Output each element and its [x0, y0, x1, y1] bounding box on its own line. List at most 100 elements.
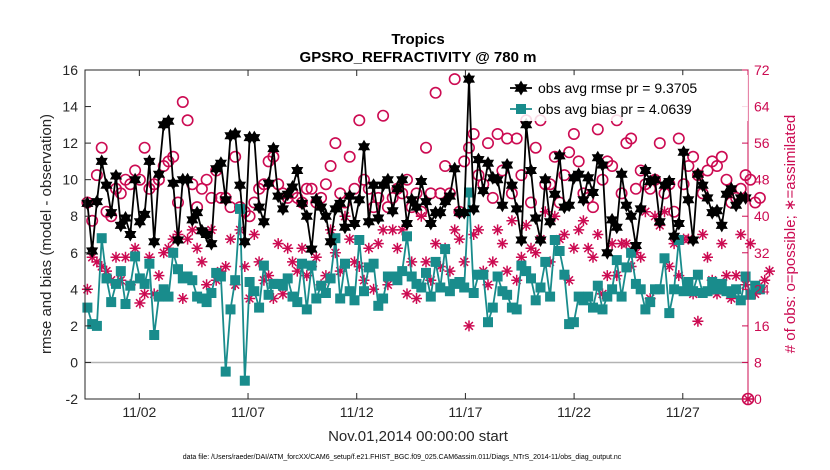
legend-hexagram — [514, 80, 528, 96]
bias-point — [459, 282, 470, 293]
rmse-point — [148, 234, 161, 249]
bias-point — [611, 255, 622, 266]
rmse-point — [296, 196, 309, 211]
y2-tick-label: 48 — [754, 172, 770, 188]
rmse-point — [338, 220, 351, 235]
bias-point — [106, 297, 117, 308]
rmse-point — [725, 181, 738, 196]
rmse-point — [105, 205, 118, 220]
rmse-point — [625, 209, 638, 224]
assimilated-point — [277, 288, 289, 300]
rmse-point — [262, 176, 275, 191]
assimilated-point — [568, 242, 580, 254]
bias-point — [82, 302, 93, 313]
bias-point — [559, 269, 570, 280]
bias-point — [392, 275, 403, 286]
assimilated-point — [248, 229, 260, 240]
bias-point — [244, 277, 255, 287]
rmse-point — [424, 216, 437, 231]
bias-point — [602, 291, 613, 302]
possible-point — [300, 182, 313, 195]
bias-point — [402, 231, 412, 242]
assimilated-point — [663, 261, 675, 272]
bias-point — [254, 302, 265, 313]
rmse-point — [505, 178, 518, 193]
assimilated-point — [334, 265, 346, 277]
x-tick-label: 11/27 — [666, 404, 700, 420]
bias-point — [287, 291, 298, 302]
rmse-point — [544, 214, 557, 229]
rmse-point — [515, 233, 528, 247]
rmse-point — [415, 174, 428, 189]
rmse-point — [634, 201, 647, 216]
rmse-point — [610, 220, 623, 235]
assimilated-point — [368, 283, 380, 295]
assimilated-point — [329, 247, 341, 259]
assimilated-point — [659, 206, 670, 218]
assimilated-point — [287, 256, 298, 268]
y-tick-label: 0 — [70, 354, 78, 370]
assimilated-point — [735, 229, 747, 240]
rmse-point — [553, 148, 566, 163]
bias-point — [340, 258, 350, 269]
rmse-point — [715, 218, 728, 233]
bias-point — [731, 284, 742, 295]
rmse-point — [496, 198, 509, 213]
bias-point — [258, 260, 269, 271]
bias-point — [230, 275, 241, 286]
assimilated-point — [415, 210, 427, 222]
assimilated-point — [134, 297, 146, 309]
assimilated-point — [463, 320, 475, 332]
rmse-point — [639, 163, 652, 178]
bias-point — [673, 235, 684, 245]
rmse-point — [343, 189, 356, 204]
assimilated-point — [611, 270, 623, 282]
bias-point — [683, 277, 694, 287]
possible-point — [629, 182, 642, 195]
rmse-point — [319, 209, 332, 224]
bias-point — [316, 280, 327, 291]
bias-point — [526, 273, 536, 284]
rmse-point — [400, 216, 413, 231]
rmse-point — [582, 170, 595, 185]
possible-point — [753, 191, 766, 204]
bias-point — [168, 247, 179, 258]
assimilated-point — [239, 261, 251, 272]
rmse-point — [739, 190, 752, 205]
bias-point — [416, 282, 427, 293]
assimilated-point — [401, 288, 413, 300]
assimilated-point — [725, 293, 737, 304]
rmse-point — [286, 180, 299, 194]
assimilated-point — [468, 229, 480, 240]
rmse-point — [353, 192, 366, 207]
legend-marker-bias — [516, 104, 526, 114]
assimilated-point — [558, 229, 570, 240]
bias-point — [535, 282, 546, 293]
rmse-point — [434, 205, 447, 220]
y-tick-label: 12 — [62, 135, 78, 151]
assimilated-point — [425, 274, 437, 286]
bias-point — [678, 286, 689, 297]
legend-box — [500, 75, 748, 121]
possible-point — [410, 187, 423, 200]
assimilated-point — [592, 229, 604, 240]
rmse-point — [119, 211, 132, 225]
y-tick-label: 10 — [62, 172, 78, 188]
y-axis-label: rmse and bias (model - observation) — [38, 114, 55, 354]
assimilated-point — [730, 270, 742, 282]
possible-point — [305, 182, 318, 195]
assimilated-point — [167, 233, 179, 245]
rmse-point — [620, 198, 633, 213]
rmse-point — [563, 198, 576, 213]
legend-marker-rmse — [514, 80, 528, 96]
y2-tick-label: 24 — [754, 281, 770, 297]
rmse-point — [219, 192, 232, 207]
possible-point — [467, 128, 480, 141]
y2-tick-label: 40 — [754, 208, 770, 224]
bias-point — [712, 284, 722, 295]
possible-point — [329, 137, 342, 150]
rmse-point — [272, 189, 285, 204]
assimilated-point — [201, 279, 213, 291]
assimilated-point — [496, 238, 508, 250]
